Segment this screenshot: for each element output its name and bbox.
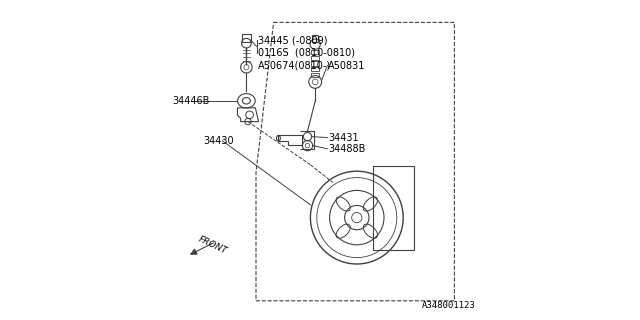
Text: 34431: 34431 — [328, 132, 358, 143]
Bar — [311, 73, 319, 77]
Text: FRONT: FRONT — [197, 234, 228, 255]
Bar — [311, 50, 319, 54]
Text: 34488B: 34488B — [328, 144, 365, 154]
Text: 34446B: 34446B — [173, 96, 210, 106]
Text: 34445 (-0809): 34445 (-0809) — [258, 35, 327, 45]
Bar — [312, 35, 319, 42]
Bar — [311, 56, 319, 60]
Text: A50674(0810-): A50674(0810-) — [258, 60, 331, 71]
Bar — [243, 34, 251, 42]
Text: 34430: 34430 — [204, 136, 234, 146]
Bar — [311, 67, 319, 71]
Text: A348001123: A348001123 — [422, 301, 475, 310]
Text: 0116S  (0810-0810): 0116S (0810-0810) — [258, 48, 355, 58]
Bar — [311, 61, 319, 66]
Text: A50831: A50831 — [328, 60, 365, 71]
